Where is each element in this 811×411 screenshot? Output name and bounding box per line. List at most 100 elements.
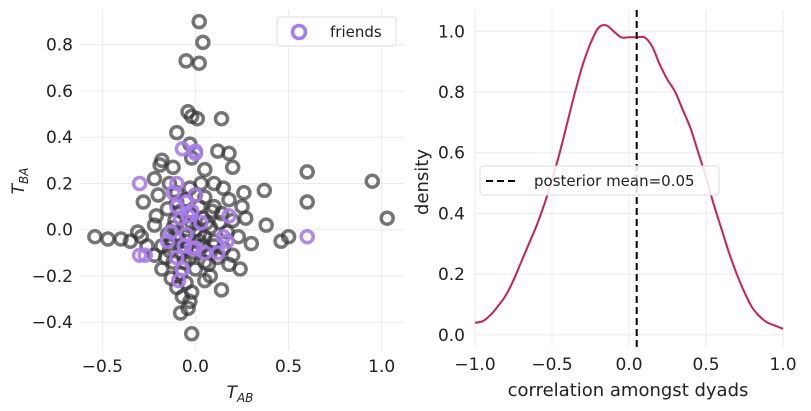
density-y-tick-label: 0.4	[438, 204, 465, 224]
scatter-y-tick-label: 0.2	[46, 174, 73, 194]
dyad-point	[215, 180, 232, 196]
dyad-point	[379, 210, 395, 226]
scatter-legend: friends	[276, 16, 397, 47]
friends-point	[169, 175, 185, 192]
density-y-tick-label: 0.2	[438, 265, 465, 285]
scatter-x-label-sub: AB	[236, 391, 253, 405]
friends-point	[169, 249, 185, 266]
scatter-x-tick-labels: −0.5 0.0 0.5 1.0	[82, 357, 395, 377]
dyad-point	[299, 164, 315, 180]
friends-point	[159, 233, 176, 250]
dyad-point	[364, 173, 381, 189]
scatter-x-tick-label: −0.5	[82, 357, 123, 377]
dyad-point	[122, 233, 139, 250]
scatter-y-tick-label: −0.4	[32, 313, 73, 333]
dyad-point	[273, 233, 289, 250]
friends-point	[187, 145, 204, 162]
dyad-point	[191, 55, 207, 71]
dyad-point	[180, 300, 196, 317]
scatter-x-tick-label: 1.0	[368, 357, 395, 377]
scatter-x-tick-label: 0.5	[275, 357, 302, 377]
friends-point	[172, 210, 189, 226]
dyad-point	[213, 282, 230, 298]
friends-point	[299, 228, 315, 245]
dyad-point	[169, 124, 185, 141]
density-panel: −1.0 −0.5 0.0 0.5 1.0 0.0 0.2 0.4 0.6 0.8 1.0 cor…	[412, 10, 797, 401]
scatter-points	[87, 13, 395, 342]
scatter-y-tick-label: 0.0	[46, 221, 73, 241]
density-x-tick-label: −0.5	[531, 355, 572, 375]
dyad-point	[221, 191, 237, 208]
density-y-axis-label: density	[412, 149, 433, 215]
dyad-point	[197, 161, 213, 178]
density-legend-box	[479, 165, 720, 196]
density-y-tick-label: 1.0	[438, 22, 465, 42]
density-y-tick-labels: 0.0 0.2 0.4 0.6 0.8 1.0	[438, 22, 465, 346]
friends-point	[137, 247, 153, 263]
dyad-point	[256, 182, 273, 199]
friends-point	[131, 247, 148, 263]
dyad-point	[195, 34, 211, 51]
scatter-legend-box	[276, 16, 397, 47]
dyad-point	[232, 261, 248, 277]
dyad-point	[243, 235, 260, 252]
dyad-point	[189, 110, 206, 127]
density-x-tick-label: −1.0	[454, 355, 495, 375]
dyad-point	[191, 13, 207, 30]
dyad-point	[146, 171, 163, 187]
friends-point	[170, 272, 187, 289]
scatter-x-axis-label: TAB	[227, 383, 254, 405]
friends-point	[131, 175, 148, 192]
dyad-point	[258, 217, 274, 233]
density-x-tick-label: 1.0	[769, 355, 796, 375]
dyad-point	[183, 326, 200, 342]
scatter-panel: −0.5 0.0 0.5 1.0 −0.4−0.20.00.20.40.60.8 TA…	[9, 10, 404, 405]
dyad-point	[193, 175, 209, 192]
dyad-point	[139, 238, 155, 254]
density-x-tick-label: 0.0	[615, 355, 642, 375]
density-curve	[474, 24, 784, 330]
scatter-legend-label: friends	[330, 23, 382, 41]
dyad-point	[236, 184, 252, 201]
dyad-point	[224, 159, 241, 176]
density-legend-label: posterior mean=0.05	[534, 172, 695, 190]
scatter-y-axis-label: TBA	[9, 168, 31, 195]
density-y-tick-label: 0.6	[438, 144, 465, 164]
dyad-point	[299, 194, 315, 210]
friends-point	[219, 233, 235, 250]
scatter-x-tick-label: 0.0	[182, 357, 209, 377]
dyad-point	[182, 293, 198, 310]
scatter-y-tick-label: 0.6	[46, 82, 73, 102]
dyad-point	[165, 159, 181, 176]
dyad-point	[146, 217, 163, 233]
scatter-y-label-sub: BA	[17, 168, 31, 184]
scatter-x-label-main: T	[227, 383, 239, 403]
dyad-point	[237, 210, 254, 226]
friends-point	[193, 215, 209, 231]
scatter-y-tick-label: 0.8	[46, 36, 73, 56]
friends-point	[187, 240, 204, 256]
friends-point	[221, 208, 237, 224]
dyad-point	[221, 145, 237, 162]
dyad-point	[178, 53, 194, 69]
scatter-legend-marker	[290, 23, 308, 41]
friends-point	[210, 245, 226, 261]
scatter-y-label-main: T	[9, 182, 29, 194]
dyad-point	[150, 187, 166, 203]
dyad-point	[206, 198, 222, 215]
dyad-point	[100, 231, 116, 247]
dyad-point	[148, 208, 165, 224]
scatter-y-tick-labels: −0.4 −0.2 0.0 0.2 0.4 0.6 0.8	[32, 36, 73, 334]
scatter-y-tick-label: −0.2	[32, 267, 73, 287]
scatter-y-tick-label: 0.4	[46, 128, 73, 148]
dyad-point	[135, 194, 152, 210]
density-x-tick-label: 0.5	[692, 355, 719, 375]
density-x-tick-labels: −1.0 −0.5 0.0 0.5 1.0	[454, 355, 796, 375]
dyad-point	[213, 110, 230, 127]
density-legend: posterior mean=0.05	[479, 165, 720, 196]
dyad-point	[113, 231, 129, 247]
friends-point	[180, 208, 196, 224]
density-x-axis-label: correlation amongst dyads	[508, 380, 749, 401]
scatter-gridlines	[80, 10, 404, 350]
